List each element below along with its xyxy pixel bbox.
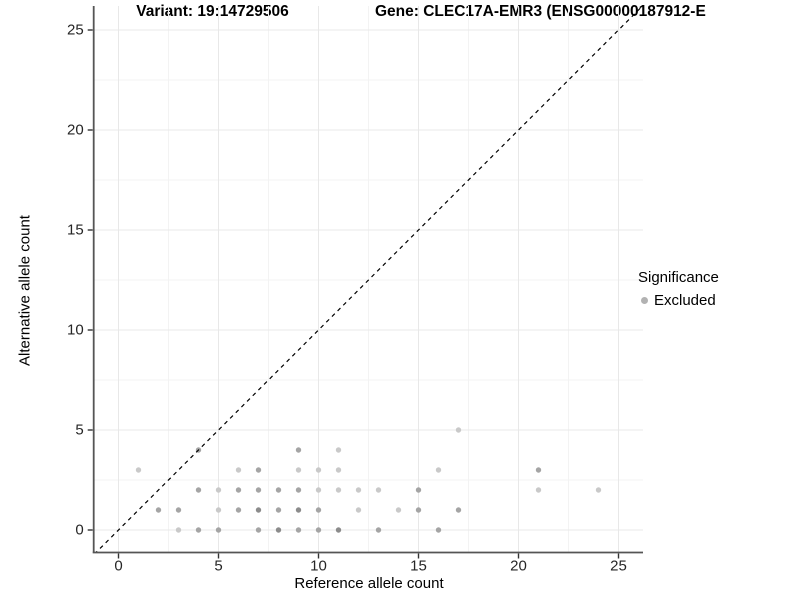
data-point: [255, 507, 262, 513]
data-point: [335, 487, 342, 493]
data-point: [255, 487, 262, 493]
data-point: [435, 467, 442, 473]
data-point: [195, 527, 202, 533]
x-axis-title: Reference allele count: [294, 575, 444, 592]
data-point: [535, 467, 542, 473]
excluded-point-icon: [641, 297, 648, 304]
data-point: [435, 527, 442, 533]
data-point: [415, 487, 422, 493]
y-tick-label: 20: [67, 122, 84, 139]
legend-title: Significance: [638, 269, 719, 286]
x-tick-label: 15: [410, 558, 427, 575]
data-point: [215, 507, 222, 513]
data-point: [315, 527, 322, 533]
x-tick-label: 10: [310, 558, 327, 575]
y-tick-label: 0: [75, 522, 83, 539]
data-point: [255, 527, 262, 533]
data-point: [455, 507, 462, 513]
y-tick-label: 25: [67, 22, 84, 39]
x-tick-label: 20: [510, 558, 527, 575]
data-point: [275, 487, 282, 493]
data-point: [295, 467, 302, 473]
data-point: [295, 487, 302, 493]
y-tick-label: 5: [75, 422, 83, 439]
variant-title: Variant: 19:14729506: [136, 3, 289, 20]
identity-dashed-line: [95, 6, 643, 553]
data-point: [595, 487, 602, 493]
data-point: [535, 487, 542, 493]
y-tick-label: 10: [67, 322, 84, 339]
legend-item-label: Excluded: [654, 292, 716, 309]
y-axis-title: Alternative allele count: [16, 215, 34, 366]
gene-title: Gene: CLEC17A-EMR3 (ENSG00000187912-E: [375, 3, 706, 20]
data-point: [355, 507, 362, 513]
data-point: [395, 507, 402, 513]
data-point: [315, 487, 322, 493]
data-point: [455, 427, 462, 433]
data-point: [375, 487, 382, 493]
data-point: [275, 507, 282, 513]
data-point: [255, 467, 262, 473]
data-point: [155, 507, 162, 513]
data-point: [375, 527, 382, 533]
data-point: [235, 507, 242, 513]
x-tick-label: 5: [214, 558, 222, 575]
points-layer: [135, 427, 602, 533]
data-point: [195, 487, 202, 493]
x-tick-label: 25: [610, 558, 627, 575]
data-point: [175, 527, 182, 533]
data-point: [335, 527, 342, 533]
data-point: [175, 507, 182, 513]
data-point: [215, 487, 222, 493]
x-tick-label: 0: [114, 558, 122, 575]
data-point: [355, 487, 362, 493]
data-point: [415, 507, 422, 513]
data-point: [295, 507, 302, 513]
data-point: [235, 467, 242, 473]
data-point: [335, 467, 342, 473]
data-point: [315, 467, 322, 473]
data-point: [215, 527, 222, 533]
data-point: [315, 507, 322, 513]
data-point: [275, 527, 282, 533]
legend: Significance Excluded: [638, 269, 719, 309]
data-point: [135, 467, 142, 473]
data-point: [295, 527, 302, 533]
y-tick-label: 15: [67, 222, 84, 239]
data-point: [295, 447, 302, 453]
data-point: [235, 487, 242, 493]
data-point: [335, 447, 342, 453]
legend-item-excluded: Excluded: [638, 292, 719, 309]
